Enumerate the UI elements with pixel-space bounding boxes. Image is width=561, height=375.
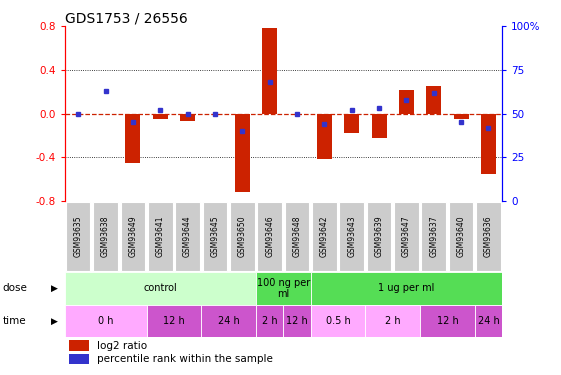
FancyBboxPatch shape — [367, 202, 392, 270]
Text: GSM93635: GSM93635 — [73, 216, 82, 257]
Text: GSM93637: GSM93637 — [429, 216, 438, 257]
Text: 0.5 h: 0.5 h — [325, 316, 351, 326]
FancyBboxPatch shape — [311, 305, 365, 338]
FancyBboxPatch shape — [148, 202, 173, 270]
Text: GSM93639: GSM93639 — [375, 216, 384, 257]
FancyBboxPatch shape — [230, 202, 255, 270]
Text: GSM93646: GSM93646 — [265, 216, 274, 257]
Bar — [481, 114, 496, 174]
Bar — [453, 114, 468, 119]
Text: control: control — [144, 284, 177, 293]
FancyBboxPatch shape — [256, 272, 311, 305]
Text: 24 h: 24 h — [218, 316, 240, 326]
FancyBboxPatch shape — [203, 202, 227, 270]
Text: 2 h: 2 h — [262, 316, 278, 326]
FancyBboxPatch shape — [311, 272, 502, 305]
Text: 24 h: 24 h — [477, 316, 499, 326]
FancyBboxPatch shape — [476, 202, 501, 270]
Bar — [262, 28, 277, 114]
Text: GSM93650: GSM93650 — [238, 216, 247, 257]
FancyBboxPatch shape — [421, 202, 446, 270]
Text: GSM93647: GSM93647 — [402, 216, 411, 257]
Text: GSM93643: GSM93643 — [347, 216, 356, 257]
Text: time: time — [3, 316, 26, 326]
Text: GSM93642: GSM93642 — [320, 216, 329, 257]
Bar — [69, 340, 89, 351]
Text: ▶: ▶ — [50, 316, 57, 326]
Bar — [371, 114, 387, 138]
Text: 12 h: 12 h — [436, 316, 458, 326]
Text: percentile rank within the sample: percentile rank within the sample — [98, 354, 273, 364]
FancyBboxPatch shape — [394, 202, 419, 270]
FancyBboxPatch shape — [475, 305, 502, 338]
FancyBboxPatch shape — [66, 202, 90, 270]
Bar — [317, 114, 332, 159]
Text: GSM93648: GSM93648 — [292, 216, 301, 257]
Text: log2 ratio: log2 ratio — [98, 341, 148, 351]
FancyBboxPatch shape — [339, 202, 364, 270]
FancyBboxPatch shape — [365, 305, 420, 338]
Bar — [399, 90, 414, 114]
FancyBboxPatch shape — [283, 305, 311, 338]
Text: GSM93644: GSM93644 — [183, 216, 192, 257]
Text: GSM93636: GSM93636 — [484, 216, 493, 257]
Text: GSM93649: GSM93649 — [128, 216, 137, 257]
FancyBboxPatch shape — [420, 305, 475, 338]
Text: GSM93638: GSM93638 — [101, 216, 110, 257]
Text: ▶: ▶ — [50, 284, 57, 293]
Text: GSM93641: GSM93641 — [156, 216, 165, 257]
FancyBboxPatch shape — [121, 202, 145, 270]
Text: 12 h: 12 h — [286, 316, 308, 326]
Bar — [180, 114, 195, 121]
Text: 0 h: 0 h — [98, 316, 113, 326]
FancyBboxPatch shape — [175, 202, 200, 270]
FancyBboxPatch shape — [256, 305, 283, 338]
Text: 1 ug per ml: 1 ug per ml — [378, 284, 435, 293]
Text: GDS1753 / 26556: GDS1753 / 26556 — [65, 11, 187, 25]
Text: 2 h: 2 h — [385, 316, 401, 326]
Text: GSM93645: GSM93645 — [210, 216, 219, 257]
FancyBboxPatch shape — [201, 305, 256, 338]
Bar — [125, 114, 140, 163]
FancyBboxPatch shape — [312, 202, 337, 270]
Bar — [234, 114, 250, 192]
FancyBboxPatch shape — [65, 272, 256, 305]
Text: GSM93640: GSM93640 — [457, 216, 466, 257]
Text: 100 ng per
ml: 100 ng per ml — [257, 278, 310, 299]
Bar — [344, 114, 359, 133]
FancyBboxPatch shape — [146, 305, 201, 338]
Bar — [153, 114, 168, 119]
FancyBboxPatch shape — [449, 202, 473, 270]
Text: 12 h: 12 h — [163, 316, 185, 326]
Bar — [69, 354, 89, 364]
Text: dose: dose — [3, 284, 27, 293]
FancyBboxPatch shape — [93, 202, 118, 270]
FancyBboxPatch shape — [257, 202, 282, 270]
Bar — [426, 86, 442, 114]
FancyBboxPatch shape — [284, 202, 309, 270]
FancyBboxPatch shape — [65, 305, 146, 338]
